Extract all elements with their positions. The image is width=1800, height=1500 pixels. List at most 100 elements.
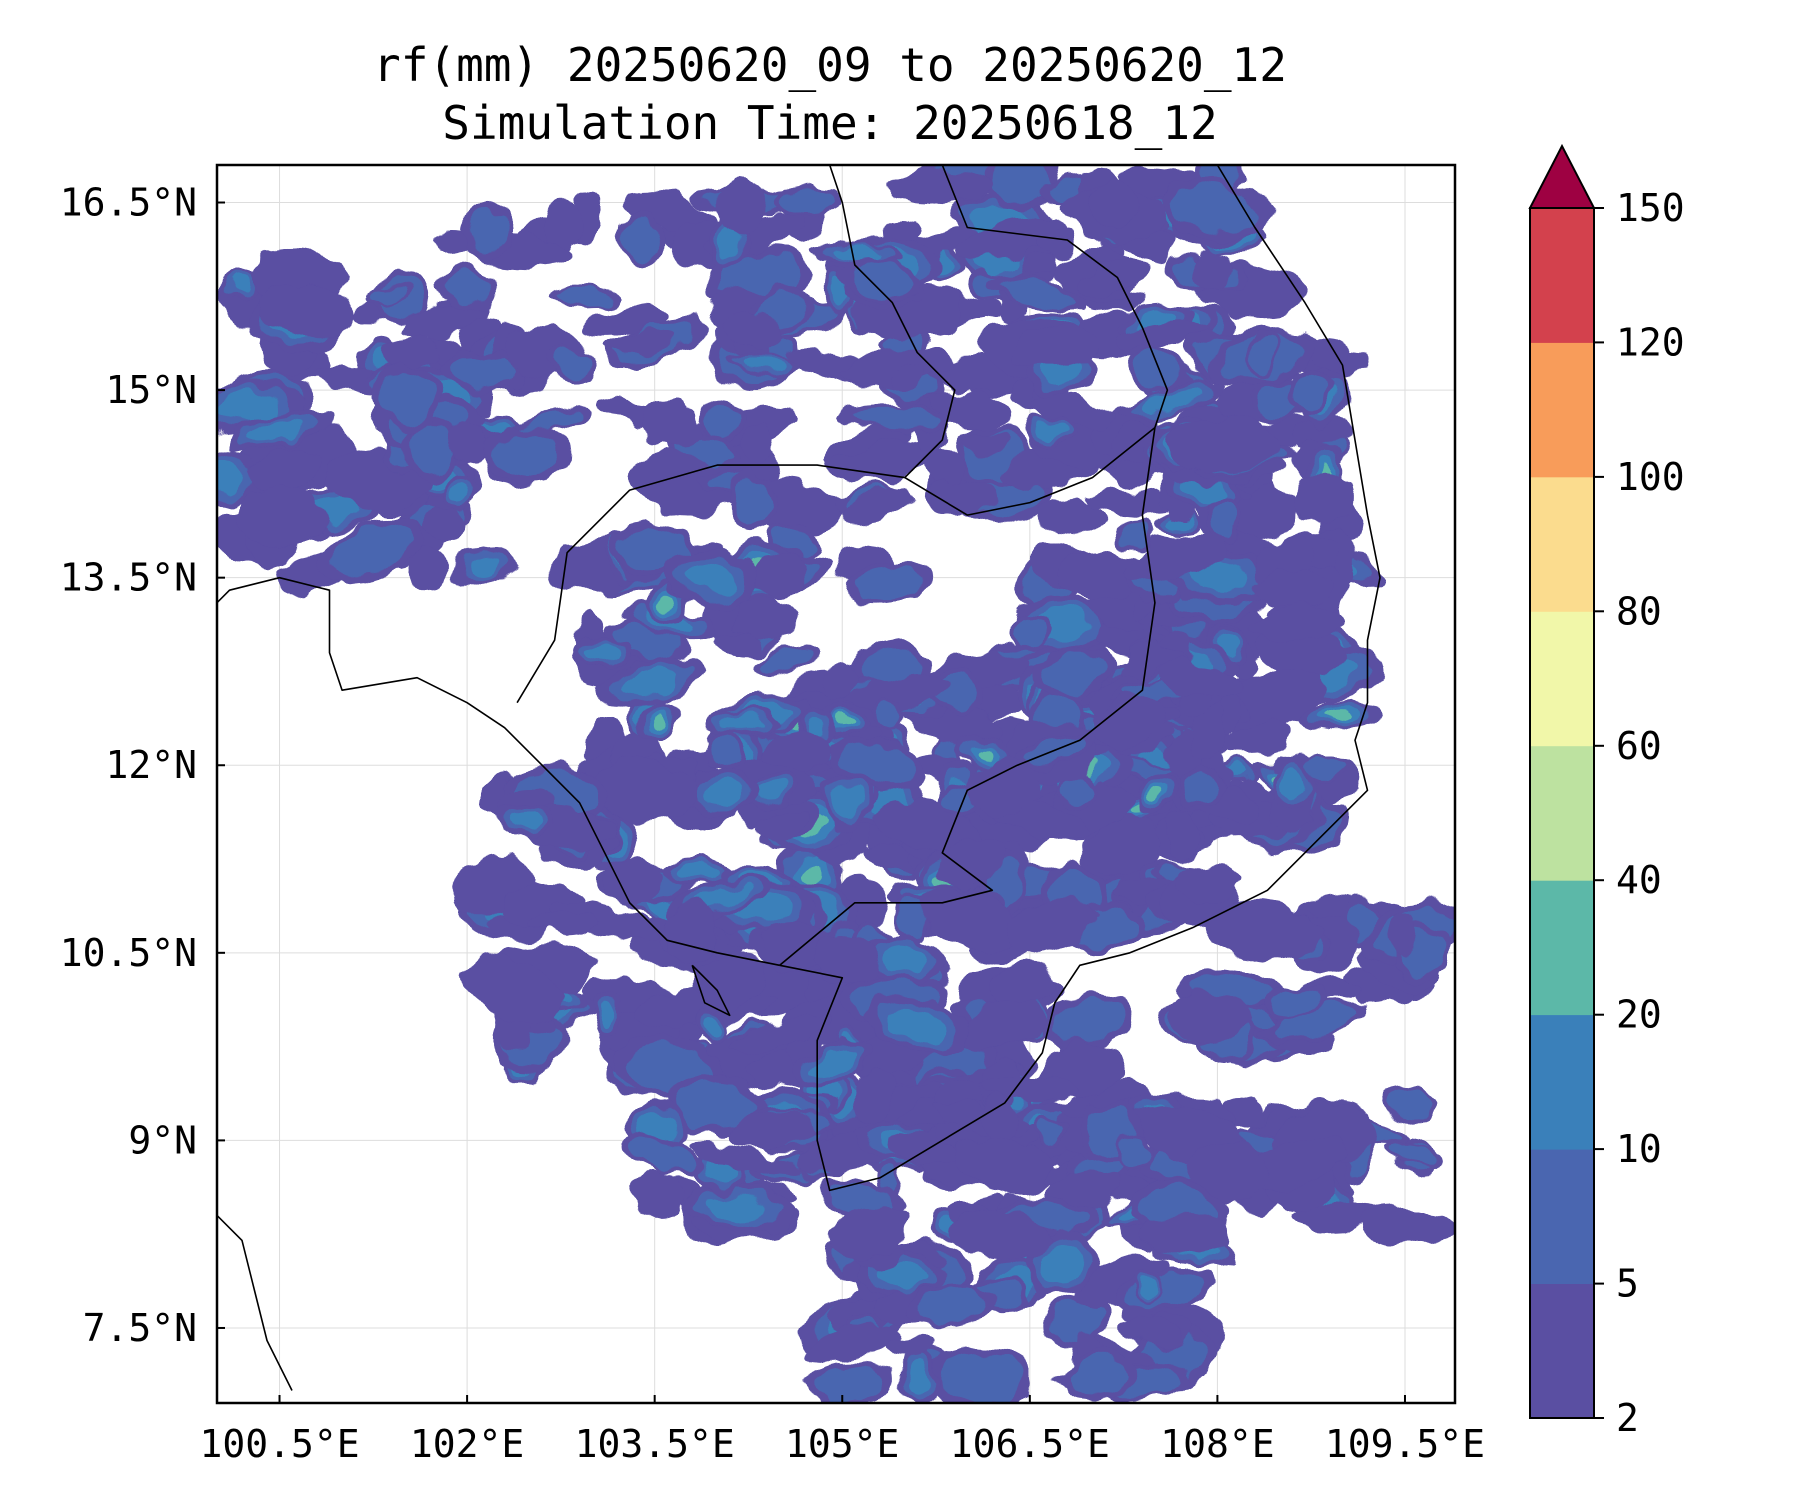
rain-cell-outer [1019,254,1060,276]
lat-tick-label: 9°N [128,1118,197,1162]
rain-cell-outer [821,423,909,460]
colorbar-tick-label: 10 [1616,1127,1662,1171]
rain-cell-outer [1031,393,1114,427]
rain-cell-inner [1141,1276,1158,1294]
rain-cell-inner [1271,1003,1358,1038]
rain-cell-inner [873,705,903,726]
rain-cell-inner [675,863,720,880]
rain-cell-inner [701,1017,722,1038]
rain-cell-outer [820,663,857,699]
rain-cell-outer [729,1111,816,1149]
boundary-line [779,427,1156,966]
map-border [215,163,1457,1405]
rain-cell-inner [465,208,508,255]
boundary-line [691,964,731,1017]
rain-cell-inner [1324,711,1352,721]
rain-cell-inner [660,594,674,610]
rain-cell-outer [1115,457,1155,487]
colorbar-tick-label: 2 [1616,1396,1639,1440]
rain-cell-outer [692,1142,801,1178]
rain-cell-outer [731,1012,835,1054]
boundary-line [217,576,780,967]
rain-cell-inner [1148,787,1162,805]
rain-cell-outer [984,1094,1014,1145]
rain-cell-inner [552,287,612,305]
colorbar: 2 5 10 20 40 60 80 100 120 150 [1528,143,1685,1440]
latitude-ticks: 7.5°N 9°N 10.5°N 12°N 13.5°N 15°N 16.5°N [60,181,225,1350]
rain-cell-inner [451,482,470,504]
rain-cell-inner [674,1081,755,1129]
rain-cell-inner [1036,420,1065,439]
rain-cell-inner [718,227,741,258]
lat-tick-label: 16.5°N [60,181,197,225]
lon-tick-label: 106.5°E [950,1422,1110,1466]
colorbar-segment [1530,1283,1594,1419]
rain-cell-outer [1087,180,1140,228]
rain-cell-inner [743,356,782,370]
rain-cell-outer [828,1204,908,1261]
map-panel: 100.5°E 102°E 103.5°E 105°E 106.5°E 108°E 109.… [60,163,1485,1466]
rain-cell-inner [800,863,825,885]
lon-tick-label: 109.5°E [1325,1422,1485,1466]
rain-cell-inner [1249,337,1275,375]
lon-tick-label: 105°E [785,1422,899,1466]
rain-cell-inner [1292,374,1328,410]
rain-cell-outer [1220,721,1294,754]
rain-cell-inner [836,716,851,727]
rain-cell-inner [703,778,744,805]
rain-cell-outer [939,837,1006,887]
rain-cell-inner [832,786,863,818]
longitude-ticks: 100.5°E 102°E 103.5°E 105°E 106.5°E 108°E 109.… [199,1395,1485,1466]
rain-cell-outer [1137,1216,1229,1254]
rain-cell-inner [1041,1243,1084,1280]
rain-cell-outer [743,424,772,462]
rain-cell-inner [761,648,814,673]
rain-cell-inner [509,810,545,828]
rain-cell-outer [1117,323,1211,347]
rain-cell-inner [692,886,749,910]
colorbar-tick-label: 40 [1616,858,1662,902]
rain-cell-inner [467,556,504,579]
colorbar-segment [1530,1149,1594,1284]
rain-cell-outer [544,199,579,254]
colorbar-segment [1530,880,1594,1016]
rain-cell-inner [707,737,741,767]
rain-cell-outer [1256,569,1330,608]
rain-cell-outer [1169,991,1251,1043]
rain-cell-outer [634,1170,684,1221]
lat-tick-label: 15°N [105,368,197,412]
rain-cell-outer [1010,330,1100,368]
rain-cell-outer [963,433,1007,456]
rain-cell-inner [1051,1300,1104,1344]
rain-cell-outer [1356,1207,1455,1248]
rain-cell-outer [749,554,809,596]
lon-tick-label: 100.5°E [199,1422,359,1466]
coastlines-and-borders [217,165,1381,1391]
rain-cell-outer [991,963,1054,1008]
rain-cell-outer [1089,695,1168,748]
colorbar-outline [1529,207,1595,1419]
rain-cell-inner [813,1365,885,1402]
rain-cell-inner [839,742,917,785]
rain-cell-inner [885,1009,948,1043]
lat-tick-label: 7.5°N [83,1306,197,1350]
rain-cell-inner [330,527,412,575]
rain-cell-inner [833,247,883,260]
rain-cell-outer [1166,807,1198,861]
rain-cell-outer [553,900,662,942]
rain-cell-inner [719,714,763,730]
rain-cell-outer [842,673,951,717]
rain-cell-outer [715,632,758,657]
rain-cell-inner [940,1354,1023,1403]
rain-cell-outer [1193,249,1232,292]
rain-cell-inner [371,285,407,304]
lat-tick-label: 10.5°N [60,931,197,975]
rain-cell-inner [1281,767,1304,801]
rain-cell-inner [1217,634,1241,656]
rain-cell-outer [1156,660,1241,702]
rain-cell-outer [843,486,916,522]
rain-cell-inner [549,353,590,380]
rain-cell-inner [976,746,995,758]
